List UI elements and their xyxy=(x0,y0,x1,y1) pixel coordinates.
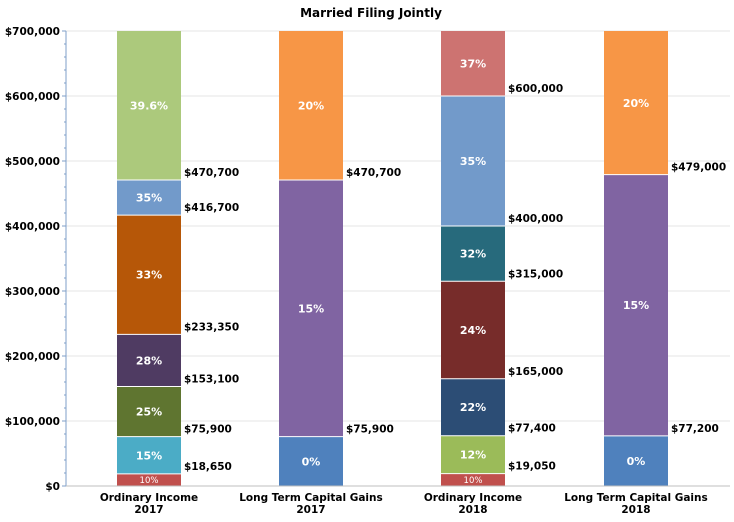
bar-stack: 10% 15% 25% 28% 33% 35% 39.6% $18,650 $75,900 $15… xyxy=(117,31,239,486)
segment-rate-label: 12% xyxy=(460,449,486,462)
threshold-label: $75,900 xyxy=(184,424,232,436)
segment-rate-label: 0% xyxy=(627,455,646,468)
bar-segment xyxy=(441,378,505,436)
bar-segment xyxy=(604,174,668,436)
segment-rate-label: 32% xyxy=(460,248,486,261)
segment-rate-label: 20% xyxy=(623,97,649,110)
bar-segment xyxy=(117,180,181,216)
threshold-label: $153,100 xyxy=(184,373,239,385)
segment-rate-label: 22% xyxy=(460,401,486,414)
segment-rate-label: 10% xyxy=(464,476,483,486)
segment-rate-label: 35% xyxy=(460,155,486,168)
threshold-label: $19,050 xyxy=(508,461,556,473)
threshold-label: $75,900 xyxy=(346,424,394,436)
x-category-label: Ordinary Income xyxy=(424,492,522,504)
bar-segment xyxy=(117,215,181,335)
y-tick-label: $100,000 xyxy=(5,416,60,428)
bar-segment xyxy=(441,473,505,486)
segment-rate-label: 37% xyxy=(460,58,486,71)
segment-rate-label: 35% xyxy=(136,192,162,205)
x-category-label: 2018 xyxy=(621,504,650,516)
y-axis: $0 $100,000 $200,000 $300,000 $400,000 $500,0… xyxy=(5,26,67,493)
segment-rate-label: 39.6% xyxy=(130,100,168,113)
y-tick-label: $300,000 xyxy=(5,286,60,298)
y-tick-label: $400,000 xyxy=(5,221,60,233)
bars: 10% 15% 25% 28% 33% 35% 39.6% $18,650 $75,900 $15… xyxy=(117,31,726,486)
bar-segment xyxy=(604,435,668,486)
threshold-label: $18,650 xyxy=(184,461,232,473)
threshold-label: $416,700 xyxy=(184,202,239,214)
bar-stack: 0% 15% 20% $77,200 $479,000 xyxy=(604,31,726,486)
bar-segment xyxy=(604,31,668,175)
x-category-label: 2017 xyxy=(134,504,163,516)
y-tick-label: $0 xyxy=(45,481,60,493)
segment-rate-label: 15% xyxy=(298,302,324,315)
x-category-label: 2017 xyxy=(296,504,325,516)
bar-segment xyxy=(279,180,343,437)
bar-segment xyxy=(117,473,181,486)
segment-rate-label: 24% xyxy=(460,324,486,337)
segment-rate-label: 25% xyxy=(136,406,162,419)
bar-segment xyxy=(441,281,505,379)
segment-rate-label: 15% xyxy=(623,299,649,312)
segment-rate-label: 0% xyxy=(302,455,321,468)
bar-segment xyxy=(279,436,343,486)
bar-segment xyxy=(117,31,181,181)
x-category-label: Ordinary Income xyxy=(100,492,198,504)
bar-segment xyxy=(441,96,505,226)
bar-stack: 10% 12% 22% 24% 32% 35% 37% $19,050 $77,400 $165,… xyxy=(441,31,563,486)
segment-rate-label: 10% xyxy=(140,476,159,486)
x-category-label: Long Term Capital Gains xyxy=(239,492,383,504)
threshold-label: $400,000 xyxy=(508,213,563,225)
x-category-label: Long Term Capital Gains xyxy=(564,492,708,504)
threshold-label: $470,700 xyxy=(346,167,401,179)
y-tick-label: $200,000 xyxy=(5,351,60,363)
threshold-label: $470,700 xyxy=(184,167,239,179)
threshold-label: $315,000 xyxy=(508,268,563,280)
threshold-label: $77,200 xyxy=(671,423,719,435)
threshold-label: $479,000 xyxy=(671,162,726,174)
segment-rate-label: 33% xyxy=(136,269,162,282)
threshold-label: $165,000 xyxy=(508,366,563,378)
x-category-label: 2018 xyxy=(458,504,487,516)
bar-segment xyxy=(117,334,181,387)
y-tick-label: $500,000 xyxy=(5,156,60,168)
bar-stack: 0% 15% 20% $75,900 $470,700 xyxy=(279,31,401,486)
bar-segment xyxy=(117,386,181,437)
threshold-label: $600,000 xyxy=(508,83,563,95)
threshold-label: $233,350 xyxy=(184,321,239,333)
bar-segment xyxy=(441,435,505,474)
segment-rate-label: 20% xyxy=(298,100,324,113)
threshold-label: $77,400 xyxy=(508,423,556,435)
segment-rate-label: 28% xyxy=(136,354,162,367)
y-tick-label: $700,000 xyxy=(5,26,60,38)
bar-segment xyxy=(279,31,343,181)
bar-segment xyxy=(117,436,181,474)
chart-title: Married Filing Jointly xyxy=(300,6,442,20)
y-tick-label: $600,000 xyxy=(5,91,60,103)
segment-rate-label: 15% xyxy=(136,449,162,462)
bar-segment xyxy=(441,31,505,96)
bar-segment xyxy=(441,226,505,282)
